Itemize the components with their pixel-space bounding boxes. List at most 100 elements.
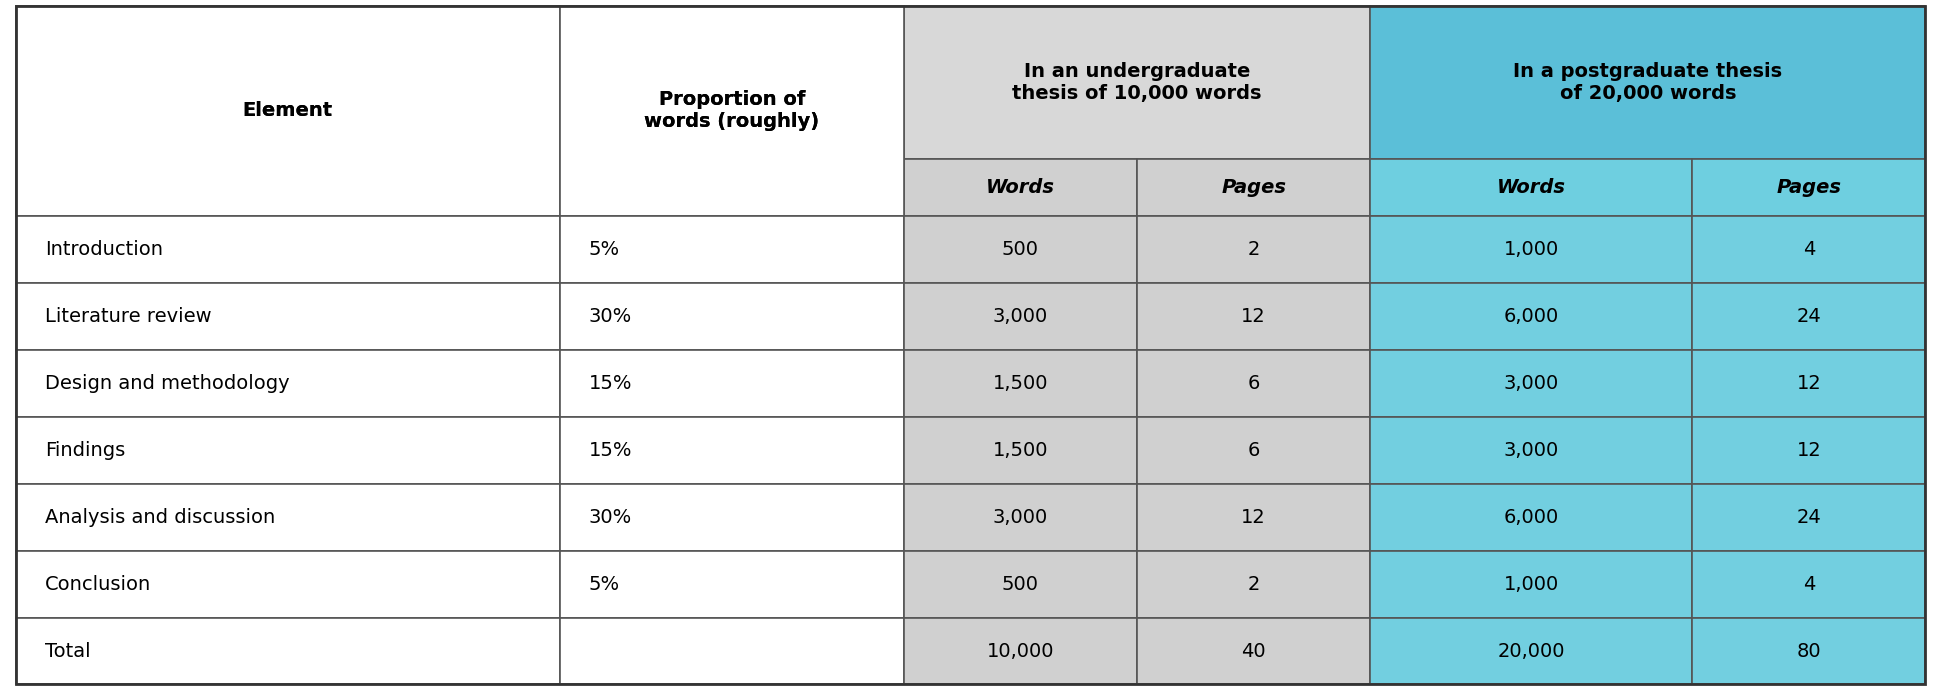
- Bar: [559, 216, 905, 283]
- Text: 500: 500: [1002, 575, 1038, 593]
- Text: 5%: 5%: [588, 240, 619, 259]
- Text: Proportion of
words (roughly): Proportion of words (roughly): [644, 90, 819, 131]
- Text: 15%: 15%: [588, 441, 633, 460]
- Text: 3,000: 3,000: [1504, 441, 1559, 460]
- Bar: [905, 417, 1137, 484]
- Text: Pages: Pages: [1776, 178, 1842, 197]
- Bar: [559, 551, 905, 618]
- Bar: [1370, 618, 1693, 684]
- Text: In an undergraduate
thesis of 10,000 words: In an undergraduate thesis of 10,000 wor…: [1013, 62, 1262, 103]
- Bar: [1693, 283, 1925, 350]
- Text: Analysis and discussion: Analysis and discussion: [45, 508, 276, 526]
- Text: Pages: Pages: [1221, 178, 1287, 197]
- Text: 30%: 30%: [588, 508, 633, 526]
- Bar: [16, 6, 559, 216]
- Bar: [16, 484, 559, 551]
- Bar: [1693, 159, 1925, 216]
- Text: Total: Total: [45, 642, 91, 660]
- Bar: [1693, 216, 1925, 283]
- Text: 6,000: 6,000: [1504, 508, 1559, 526]
- Bar: [16, 216, 559, 283]
- Text: Words: Words: [1497, 178, 1566, 197]
- Bar: [559, 283, 905, 350]
- Bar: [905, 216, 1137, 283]
- Text: 6: 6: [1248, 374, 1260, 393]
- Text: 4: 4: [1803, 240, 1815, 259]
- Text: 2: 2: [1248, 240, 1260, 259]
- Bar: [1137, 159, 1370, 216]
- Text: 6: 6: [1248, 441, 1260, 460]
- Text: 500: 500: [1002, 240, 1038, 259]
- Bar: [905, 551, 1137, 618]
- Bar: [16, 6, 559, 216]
- Text: 12: 12: [1797, 441, 1821, 460]
- Text: Findings: Findings: [45, 441, 124, 460]
- Bar: [905, 6, 1370, 159]
- Text: 3,000: 3,000: [994, 508, 1048, 526]
- Bar: [1137, 618, 1370, 684]
- Bar: [1137, 551, 1370, 618]
- Text: 1,000: 1,000: [1504, 575, 1559, 593]
- Bar: [1693, 350, 1925, 417]
- Bar: [1137, 283, 1370, 350]
- Text: 1,500: 1,500: [992, 441, 1048, 460]
- Bar: [905, 484, 1137, 551]
- Bar: [16, 350, 559, 417]
- Bar: [559, 6, 905, 216]
- Bar: [1370, 216, 1693, 283]
- Text: 4: 4: [1803, 575, 1815, 593]
- Text: Literature review: Literature review: [45, 307, 212, 326]
- Text: Conclusion: Conclusion: [45, 575, 151, 593]
- Bar: [1370, 350, 1693, 417]
- Text: Words: Words: [986, 178, 1056, 197]
- Text: 20,000: 20,000: [1498, 642, 1564, 660]
- Text: 24: 24: [1797, 307, 1821, 326]
- Bar: [1693, 551, 1925, 618]
- Bar: [559, 350, 905, 417]
- Text: Element: Element: [243, 101, 332, 120]
- Text: 12: 12: [1797, 374, 1821, 393]
- Text: 12: 12: [1242, 307, 1266, 326]
- Bar: [16, 551, 559, 618]
- Bar: [1370, 159, 1693, 216]
- Text: Proportion of
words (roughly): Proportion of words (roughly): [644, 90, 819, 131]
- Bar: [1370, 551, 1693, 618]
- Text: 12: 12: [1242, 508, 1266, 526]
- Bar: [1693, 417, 1925, 484]
- Text: In a postgraduate thesis
of 20,000 words: In a postgraduate thesis of 20,000 words: [1514, 62, 1782, 103]
- Bar: [1137, 417, 1370, 484]
- Text: Introduction: Introduction: [45, 240, 163, 259]
- Bar: [905, 283, 1137, 350]
- Text: 80: 80: [1797, 642, 1821, 660]
- Bar: [16, 618, 559, 684]
- Bar: [559, 484, 905, 551]
- Text: Element: Element: [243, 101, 332, 120]
- Bar: [1370, 283, 1693, 350]
- Bar: [559, 159, 905, 216]
- Bar: [905, 618, 1137, 684]
- Text: 1,500: 1,500: [992, 374, 1048, 393]
- Text: 40: 40: [1242, 642, 1266, 660]
- Bar: [1693, 618, 1925, 684]
- Bar: [1370, 484, 1693, 551]
- Bar: [905, 350, 1137, 417]
- Text: 24: 24: [1797, 508, 1821, 526]
- Bar: [1370, 6, 1925, 159]
- Text: 10,000: 10,000: [986, 642, 1054, 660]
- Bar: [559, 417, 905, 484]
- Bar: [16, 417, 559, 484]
- Bar: [16, 283, 559, 350]
- Bar: [1137, 484, 1370, 551]
- Bar: [1137, 350, 1370, 417]
- Bar: [16, 159, 559, 216]
- Bar: [559, 6, 905, 216]
- Text: 15%: 15%: [588, 374, 633, 393]
- Bar: [1693, 484, 1925, 551]
- Bar: [1370, 417, 1693, 484]
- Text: 3,000: 3,000: [994, 307, 1048, 326]
- Text: 30%: 30%: [588, 307, 633, 326]
- Text: 5%: 5%: [588, 575, 619, 593]
- Bar: [1137, 216, 1370, 283]
- Text: 1,000: 1,000: [1504, 240, 1559, 259]
- Bar: [905, 159, 1137, 216]
